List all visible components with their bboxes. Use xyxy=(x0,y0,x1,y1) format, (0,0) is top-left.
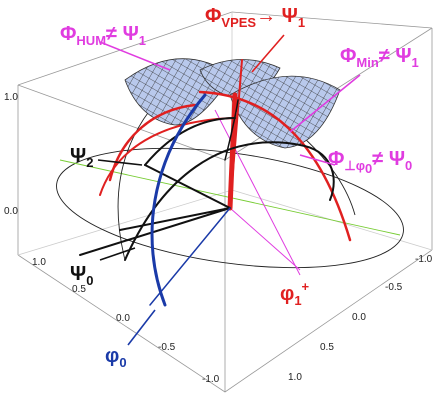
label-part: 0 xyxy=(86,273,93,288)
label-part: ≠ Ψ xyxy=(379,45,412,67)
label-phi0: φ0 xyxy=(105,345,127,370)
x-tick-label: 1.0 xyxy=(32,257,46,268)
label-part: Min xyxy=(356,55,378,70)
label-part: Ψ xyxy=(70,263,86,285)
label-part: → Ψ xyxy=(256,5,298,27)
label-part: 1 xyxy=(139,33,146,48)
label-part: 0 xyxy=(405,158,412,173)
label-hum: ΦHUM≠ Ψ1 xyxy=(60,23,146,48)
label-part: ≠ Ψ xyxy=(106,23,139,45)
state-curves xyxy=(79,59,352,307)
label-part: φ xyxy=(105,345,119,367)
label-part: Φ xyxy=(60,23,76,45)
y-tick-label: -1.0 xyxy=(415,254,433,265)
label-part: Φ xyxy=(205,5,221,27)
label-psi0: Ψ0 xyxy=(70,263,93,288)
label-part: 1 xyxy=(412,55,419,70)
label-part: Φ xyxy=(340,45,356,67)
label-part: HUM xyxy=(76,33,106,48)
y-tick-label: 0.0 xyxy=(352,312,366,323)
label-part: Ψ xyxy=(70,145,86,167)
labels: ΦVPES→ Ψ1 ΦHUM≠ Ψ1 ΦMin≠ Ψ1 Φ⊥φ0≠ Ψ0 Ψ2 … xyxy=(60,5,419,370)
label-psi2: Ψ2 xyxy=(70,145,93,170)
label-phi1: φ1+ xyxy=(280,279,310,308)
label-part: 1 xyxy=(294,293,301,308)
label-arrows xyxy=(97,34,361,346)
label-part: 0 xyxy=(365,161,372,176)
label-min: ΦMin≠ Ψ1 xyxy=(340,45,419,70)
label-part: 2 xyxy=(86,155,93,170)
label-perp: Φ⊥φ0≠ Ψ0 xyxy=(328,148,412,176)
label-part: ≠ Ψ xyxy=(372,148,405,170)
x-tick-label: 0.5 xyxy=(72,284,86,295)
label-part: + xyxy=(302,279,310,294)
x-tick-label: 0.0 xyxy=(116,313,130,324)
y-tick-label: -0.5 xyxy=(385,282,403,293)
label-part: ⊥φ xyxy=(344,158,365,173)
y-tick-label: 1.0 xyxy=(288,372,302,383)
y-tick-label: 0.5 xyxy=(320,342,334,353)
x-tick-label: -0.5 xyxy=(158,342,176,353)
label-part: 0 xyxy=(119,355,126,370)
label-part: VPES xyxy=(221,15,256,30)
x-tick-label: -1.0 xyxy=(202,374,220,385)
z-tick-label: 0.0 xyxy=(4,206,18,217)
label-part: φ xyxy=(280,283,294,305)
label-part: 1 xyxy=(298,15,305,30)
label-vpes: ΦVPES→ Ψ1 xyxy=(205,5,305,30)
label-part: Φ xyxy=(328,148,344,170)
z-tick-label: 1.0 xyxy=(4,92,18,103)
